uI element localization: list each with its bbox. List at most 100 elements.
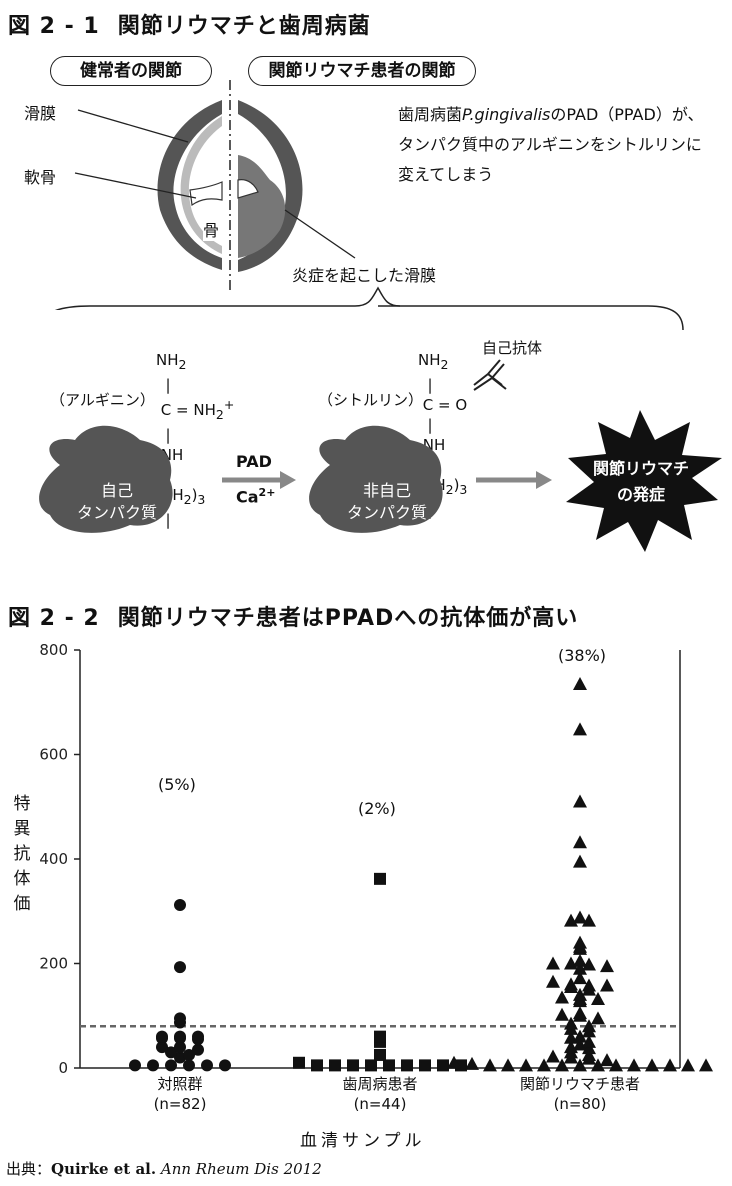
- data-point-triangle: [582, 1047, 596, 1061]
- data-point-triangle: [600, 978, 614, 992]
- data-point-triangle: [609, 1058, 623, 1072]
- data-point-square: [437, 1059, 449, 1072]
- data-point-square: [347, 1059, 359, 1072]
- source-authors: Quirke et al.: [51, 1160, 157, 1178]
- data-point-triangle: [573, 676, 587, 690]
- data-point-circle: [174, 898, 186, 911]
- data-point-triangle: [582, 1034, 596, 1048]
- data-point-square: [374, 1030, 386, 1043]
- desc-rest1: のPAD（PPAD）が、: [550, 105, 704, 124]
- data-point-triangle: [573, 835, 587, 849]
- figure1-heading: 関節リウマチと歯周病菌: [117, 14, 371, 39]
- data-point-triangle: [582, 1019, 596, 1033]
- nonself-protein-label: 非自己 タンパク質: [332, 480, 442, 524]
- label-normal-joint: 健常者の関節: [50, 56, 212, 86]
- desc-line3: 変えてしまう: [398, 165, 494, 184]
- data-point-triangle: [663, 1058, 677, 1072]
- data-point-circle: [174, 961, 186, 974]
- inflamed-synovium-label: 炎症を起こした滑膜: [292, 266, 437, 285]
- data-point-square: [383, 1059, 395, 1072]
- data-point-triangle: [573, 935, 587, 949]
- data-point-triangle: [600, 959, 614, 973]
- data-point-circle: [147, 1059, 159, 1072]
- data-point-triangle: [537, 1058, 551, 1072]
- data-point-circle: [183, 1059, 195, 1072]
- data-point-triangle: [591, 1011, 605, 1025]
- data-point-triangle: [573, 1006, 587, 1020]
- data-point-triangle: [555, 1007, 569, 1021]
- antibody-icon: [473, 359, 507, 391]
- data-point-square: [293, 1056, 305, 1069]
- data-point-triangle: [645, 1058, 659, 1072]
- data-point-triangle: [555, 1058, 569, 1072]
- chart-points: [129, 676, 713, 1072]
- source-prefix: 出典：: [6, 1160, 52, 1178]
- data-point-triangle: [573, 987, 587, 1001]
- figure1-title: 図 2 - 1 関節リウマチと歯周病菌: [8, 8, 371, 40]
- data-point-triangle: [591, 1058, 605, 1072]
- source-journal: Ann Rheum Dis 2012: [160, 1160, 322, 1178]
- y-tick-label: 800: [39, 641, 68, 659]
- data-point-triangle: [555, 990, 569, 1004]
- self-protein-line2: タンパク質: [76, 503, 157, 522]
- chart-xlabel: 血清サンプル: [300, 1131, 426, 1151]
- autoantibody-label: 自己抗体: [482, 339, 543, 357]
- data-point-triangle: [582, 978, 596, 992]
- cartilage-label: 軟骨: [24, 168, 57, 187]
- ra-inflamed-synovium: [238, 155, 286, 258]
- y-tick-label: 400: [39, 850, 68, 868]
- normal-synovium: [157, 100, 222, 270]
- chart-ylabel: 特異抗体価: [12, 792, 32, 917]
- data-point-square: [365, 1059, 377, 1072]
- nonself-protein-line1: 非自己: [362, 481, 411, 500]
- normal-cartilage: [180, 116, 222, 254]
- cartilage-arrow: [74, 172, 197, 199]
- category-label: 対照群 (n=82): [110, 1074, 250, 1114]
- ylabel-char: 特: [13, 794, 31, 814]
- scatter-chart: 0 200 400 600 800: [39, 641, 713, 1077]
- data-point-circle: [174, 1041, 186, 1054]
- ra-onset-line2: の発症: [616, 485, 665, 504]
- desc-species: P.gingivalis: [462, 105, 551, 124]
- nonself-protein-line2: タンパク質: [346, 503, 427, 522]
- ylabel-char: 価: [13, 894, 31, 914]
- normal-bone-end: [189, 181, 223, 207]
- data-point-circle: [183, 1048, 195, 1061]
- data-point-triangle: [600, 1053, 614, 1067]
- label-ra-joint: 関節リウマチ患者の関節: [248, 56, 476, 86]
- data-point-circle: [192, 1043, 204, 1056]
- data-point-triangle: [627, 1058, 641, 1072]
- data-point-triangle: [699, 1058, 713, 1072]
- ra-onset-starburst: [566, 410, 722, 552]
- data-point-square: [419, 1059, 431, 1072]
- data-point-triangle: [573, 722, 587, 736]
- data-point-circle: [156, 1041, 168, 1054]
- data-point-triangle: [573, 1029, 587, 1043]
- brace-left: [55, 286, 400, 310]
- category-n: (n=44): [353, 1095, 407, 1113]
- data-point-circle: [165, 1059, 177, 1072]
- data-point-triangle: [573, 953, 587, 967]
- category-name: 関節リウマチ患者: [519, 1075, 640, 1093]
- synovium-arrow: [77, 109, 189, 143]
- figure1-number: 図 2 - 1: [8, 14, 100, 39]
- ra-onset-label: 関節リウマチ の発症: [580, 456, 702, 508]
- category-name: 対照群: [157, 1075, 203, 1093]
- synovium-label: 滑膜: [24, 104, 57, 123]
- cofactor-base: Ca: [236, 487, 259, 507]
- data-point-triangle: [483, 1058, 497, 1072]
- data-point-triangle: [501, 1058, 515, 1072]
- y-tick-label: 600: [39, 746, 68, 764]
- inflamed-arrow: [284, 209, 356, 259]
- y-tick-label: 0: [58, 1059, 68, 1077]
- chart-axes: 0 200 400 600 800: [39, 641, 681, 1077]
- cofactor-sup: 2+: [258, 486, 276, 499]
- data-point-circle: [174, 1030, 186, 1043]
- data-point-circle: [174, 1051, 186, 1064]
- joint-diagram: [55, 80, 400, 310]
- data-point-circle: [165, 1046, 177, 1059]
- pad-arrow-head: [280, 471, 296, 489]
- onset-arrow-head: [536, 471, 552, 489]
- brace-right-svg: [378, 305, 684, 331]
- data-point-triangle: [546, 956, 560, 970]
